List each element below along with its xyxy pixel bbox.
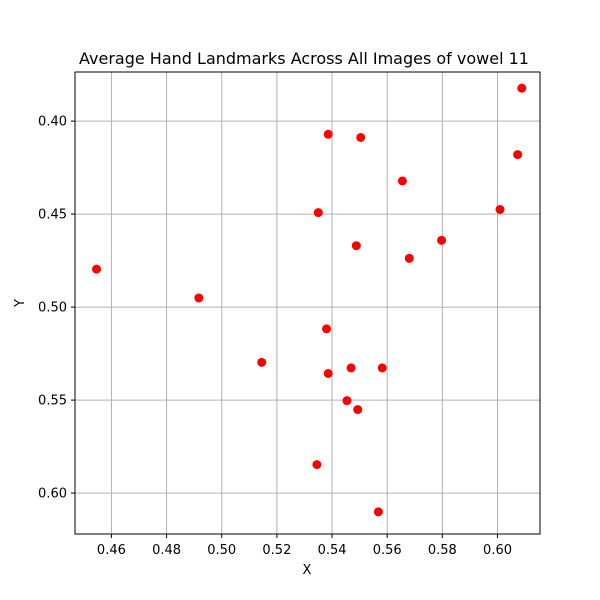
data-point [322, 324, 332, 334]
data-point [312, 460, 322, 470]
data-point [404, 253, 414, 263]
y-tick-label: 0.55 [38, 394, 67, 409]
data-point [437, 235, 447, 245]
y-tick-label: 0.45 [38, 208, 67, 223]
plot-frame [74, 71, 541, 535]
data-point [356, 132, 366, 142]
data-point [353, 405, 363, 415]
y-tick-label: 0.60 [38, 487, 67, 502]
data-point [92, 264, 102, 274]
data-point [313, 208, 323, 218]
data-point [495, 204, 505, 214]
data-point [194, 293, 204, 303]
y-tick-label: 0.40 [38, 115, 67, 130]
data-point [323, 129, 333, 139]
data-point [377, 363, 387, 373]
ticks-layer: 0.46 0.48 0.50 0.52 0.54 0.56 0.58 0.60 0.40 0.45… [38, 115, 512, 558]
x-tick-label: 0.46 [97, 543, 126, 558]
data-point [397, 176, 407, 186]
y-tick-label: 0.50 [38, 301, 67, 316]
data-point [513, 150, 523, 160]
data-point [257, 357, 267, 367]
x-tick-label: 0.58 [428, 543, 457, 558]
data-point [351, 241, 361, 251]
x-tick-label: 0.54 [318, 543, 347, 558]
x-tick-label: 0.60 [483, 543, 512, 558]
data-point [346, 363, 356, 373]
y-axis-label: Y [13, 299, 28, 308]
data-point [373, 507, 383, 517]
points-layer [92, 83, 527, 517]
x-tick-label: 0.56 [373, 543, 402, 558]
x-axis-label: X [303, 563, 312, 578]
data-point [323, 368, 333, 378]
data-point [517, 83, 527, 93]
x-tick-label: 0.48 [152, 543, 181, 558]
x-tick-label: 0.50 [207, 543, 236, 558]
grid-layer [75, 72, 540, 534]
chart-title: Average Hand Landmarks Across All Images… [79, 49, 529, 68]
data-point [342, 396, 352, 406]
x-tick-label: 0.52 [262, 543, 291, 558]
